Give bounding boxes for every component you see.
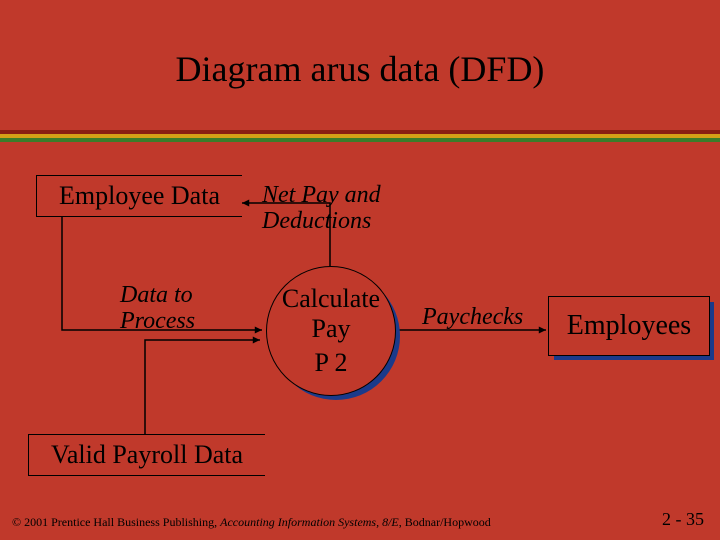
- process-calculate-pay: CalculatePayP 2: [266, 266, 396, 396]
- label-paychecks: Paychecks: [422, 304, 523, 330]
- divider-stripe: [0, 138, 720, 142]
- datastore-valid-payroll: Valid Payroll Data: [28, 434, 265, 476]
- footer-copyright: © 2001 Prentice Hall Business Publishing…: [12, 515, 491, 530]
- label-net-pay: Net Pay andDeductions: [262, 182, 381, 235]
- label-data-to-process: Data toProcess: [120, 282, 195, 335]
- page-title: Diagram arus data (DFD): [0, 48, 720, 90]
- entity-employees: Employees: [548, 296, 710, 356]
- slide: Diagram arus data (DFD) CalculatePayP 2 Em…: [0, 0, 720, 540]
- footer-page-number: 2 - 35: [662, 509, 704, 530]
- datastore-employee-data: Employee Data: [36, 175, 242, 217]
